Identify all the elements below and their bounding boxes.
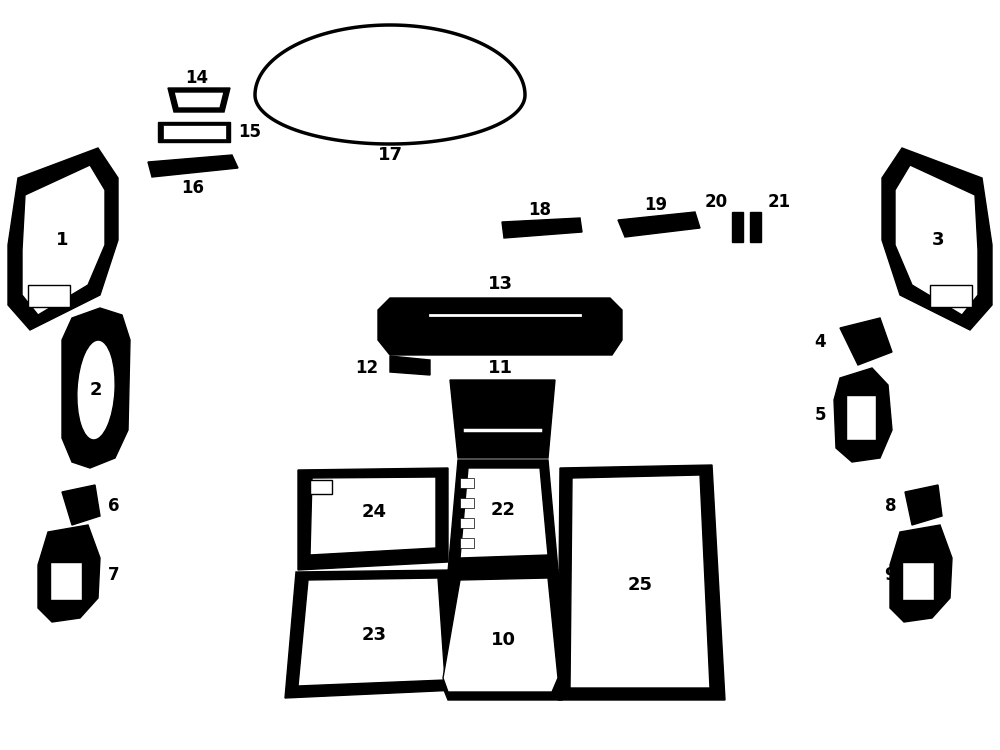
Text: 24: 24 — [362, 503, 386, 521]
Polygon shape — [460, 468, 548, 558]
Text: 7: 7 — [108, 566, 120, 584]
Polygon shape — [22, 165, 105, 315]
Text: 23: 23 — [362, 626, 386, 644]
Text: 2: 2 — [90, 381, 102, 399]
Polygon shape — [62, 308, 130, 468]
Text: 17: 17 — [378, 146, 402, 164]
Text: 5: 5 — [814, 406, 826, 424]
Text: 6: 6 — [108, 497, 120, 515]
Polygon shape — [148, 155, 238, 177]
Polygon shape — [8, 148, 118, 330]
Text: 22: 22 — [490, 501, 516, 519]
Polygon shape — [732, 212, 743, 242]
Text: 20: 20 — [705, 193, 728, 211]
Text: 3: 3 — [932, 231, 944, 249]
Text: 11: 11 — [488, 359, 512, 377]
Text: 19: 19 — [644, 196, 668, 214]
Text: 14: 14 — [185, 69, 209, 87]
Bar — [28, 285, 70, 307]
Bar — [460, 518, 474, 528]
Bar — [902, 562, 934, 600]
Polygon shape — [298, 468, 448, 570]
Polygon shape — [440, 570, 570, 700]
Polygon shape — [890, 525, 952, 622]
Polygon shape — [174, 92, 224, 108]
Text: 1: 1 — [56, 231, 68, 249]
Bar — [460, 478, 474, 488]
Text: 15: 15 — [238, 123, 261, 141]
Bar — [310, 480, 332, 494]
Polygon shape — [502, 218, 582, 238]
Polygon shape — [448, 460, 558, 572]
Polygon shape — [905, 485, 942, 525]
Text: 10: 10 — [490, 631, 516, 649]
Polygon shape — [895, 165, 978, 315]
Text: 8: 8 — [885, 497, 896, 515]
Polygon shape — [62, 485, 100, 525]
Polygon shape — [158, 122, 230, 142]
Polygon shape — [255, 25, 525, 144]
Polygon shape — [570, 475, 710, 688]
Text: 25: 25 — [628, 576, 652, 594]
Text: 9: 9 — [884, 566, 896, 584]
Polygon shape — [298, 578, 445, 686]
Ellipse shape — [77, 340, 115, 440]
Polygon shape — [38, 525, 100, 622]
Polygon shape — [378, 298, 622, 355]
Polygon shape — [834, 368, 892, 462]
Polygon shape — [310, 477, 436, 555]
Polygon shape — [558, 465, 725, 700]
Text: 16: 16 — [182, 179, 205, 197]
Bar — [50, 562, 82, 600]
Polygon shape — [750, 212, 761, 242]
Text: 18: 18 — [528, 201, 552, 219]
Polygon shape — [163, 125, 226, 139]
Polygon shape — [390, 356, 430, 375]
Polygon shape — [443, 578, 558, 692]
Polygon shape — [618, 212, 700, 237]
Text: 21: 21 — [768, 193, 791, 211]
Text: 4: 4 — [814, 333, 826, 351]
Text: 13: 13 — [488, 275, 512, 293]
Polygon shape — [285, 570, 458, 698]
Bar — [460, 498, 474, 508]
Polygon shape — [168, 88, 230, 112]
Bar — [930, 285, 972, 307]
Bar — [846, 395, 876, 440]
Text: 12: 12 — [355, 359, 378, 377]
Polygon shape — [450, 380, 555, 458]
Bar — [460, 538, 474, 548]
Polygon shape — [840, 318, 892, 365]
Polygon shape — [882, 148, 992, 330]
